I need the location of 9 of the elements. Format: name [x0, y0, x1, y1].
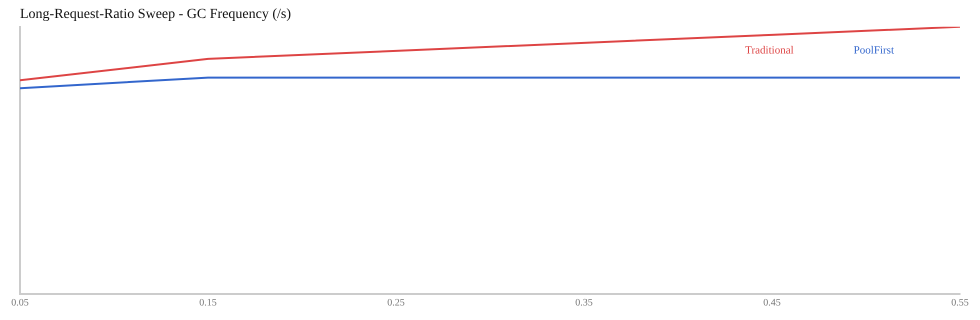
x-tick-label: 0.25	[387, 298, 405, 309]
x-tick-label: 0.15	[199, 298, 217, 309]
chart-title: Long-Request-Ratio Sweep - GC Frequency (/s)	[20, 7, 292, 22]
x-tick-label: 0.05	[11, 298, 29, 309]
series-label: Traditional	[745, 44, 794, 57]
x-tick-label: 0.35	[575, 298, 593, 309]
series-label: PoolFirst	[854, 44, 894, 57]
x-tick-label: 0.55	[951, 298, 969, 309]
x-tick-label: 0.45	[763, 298, 781, 309]
